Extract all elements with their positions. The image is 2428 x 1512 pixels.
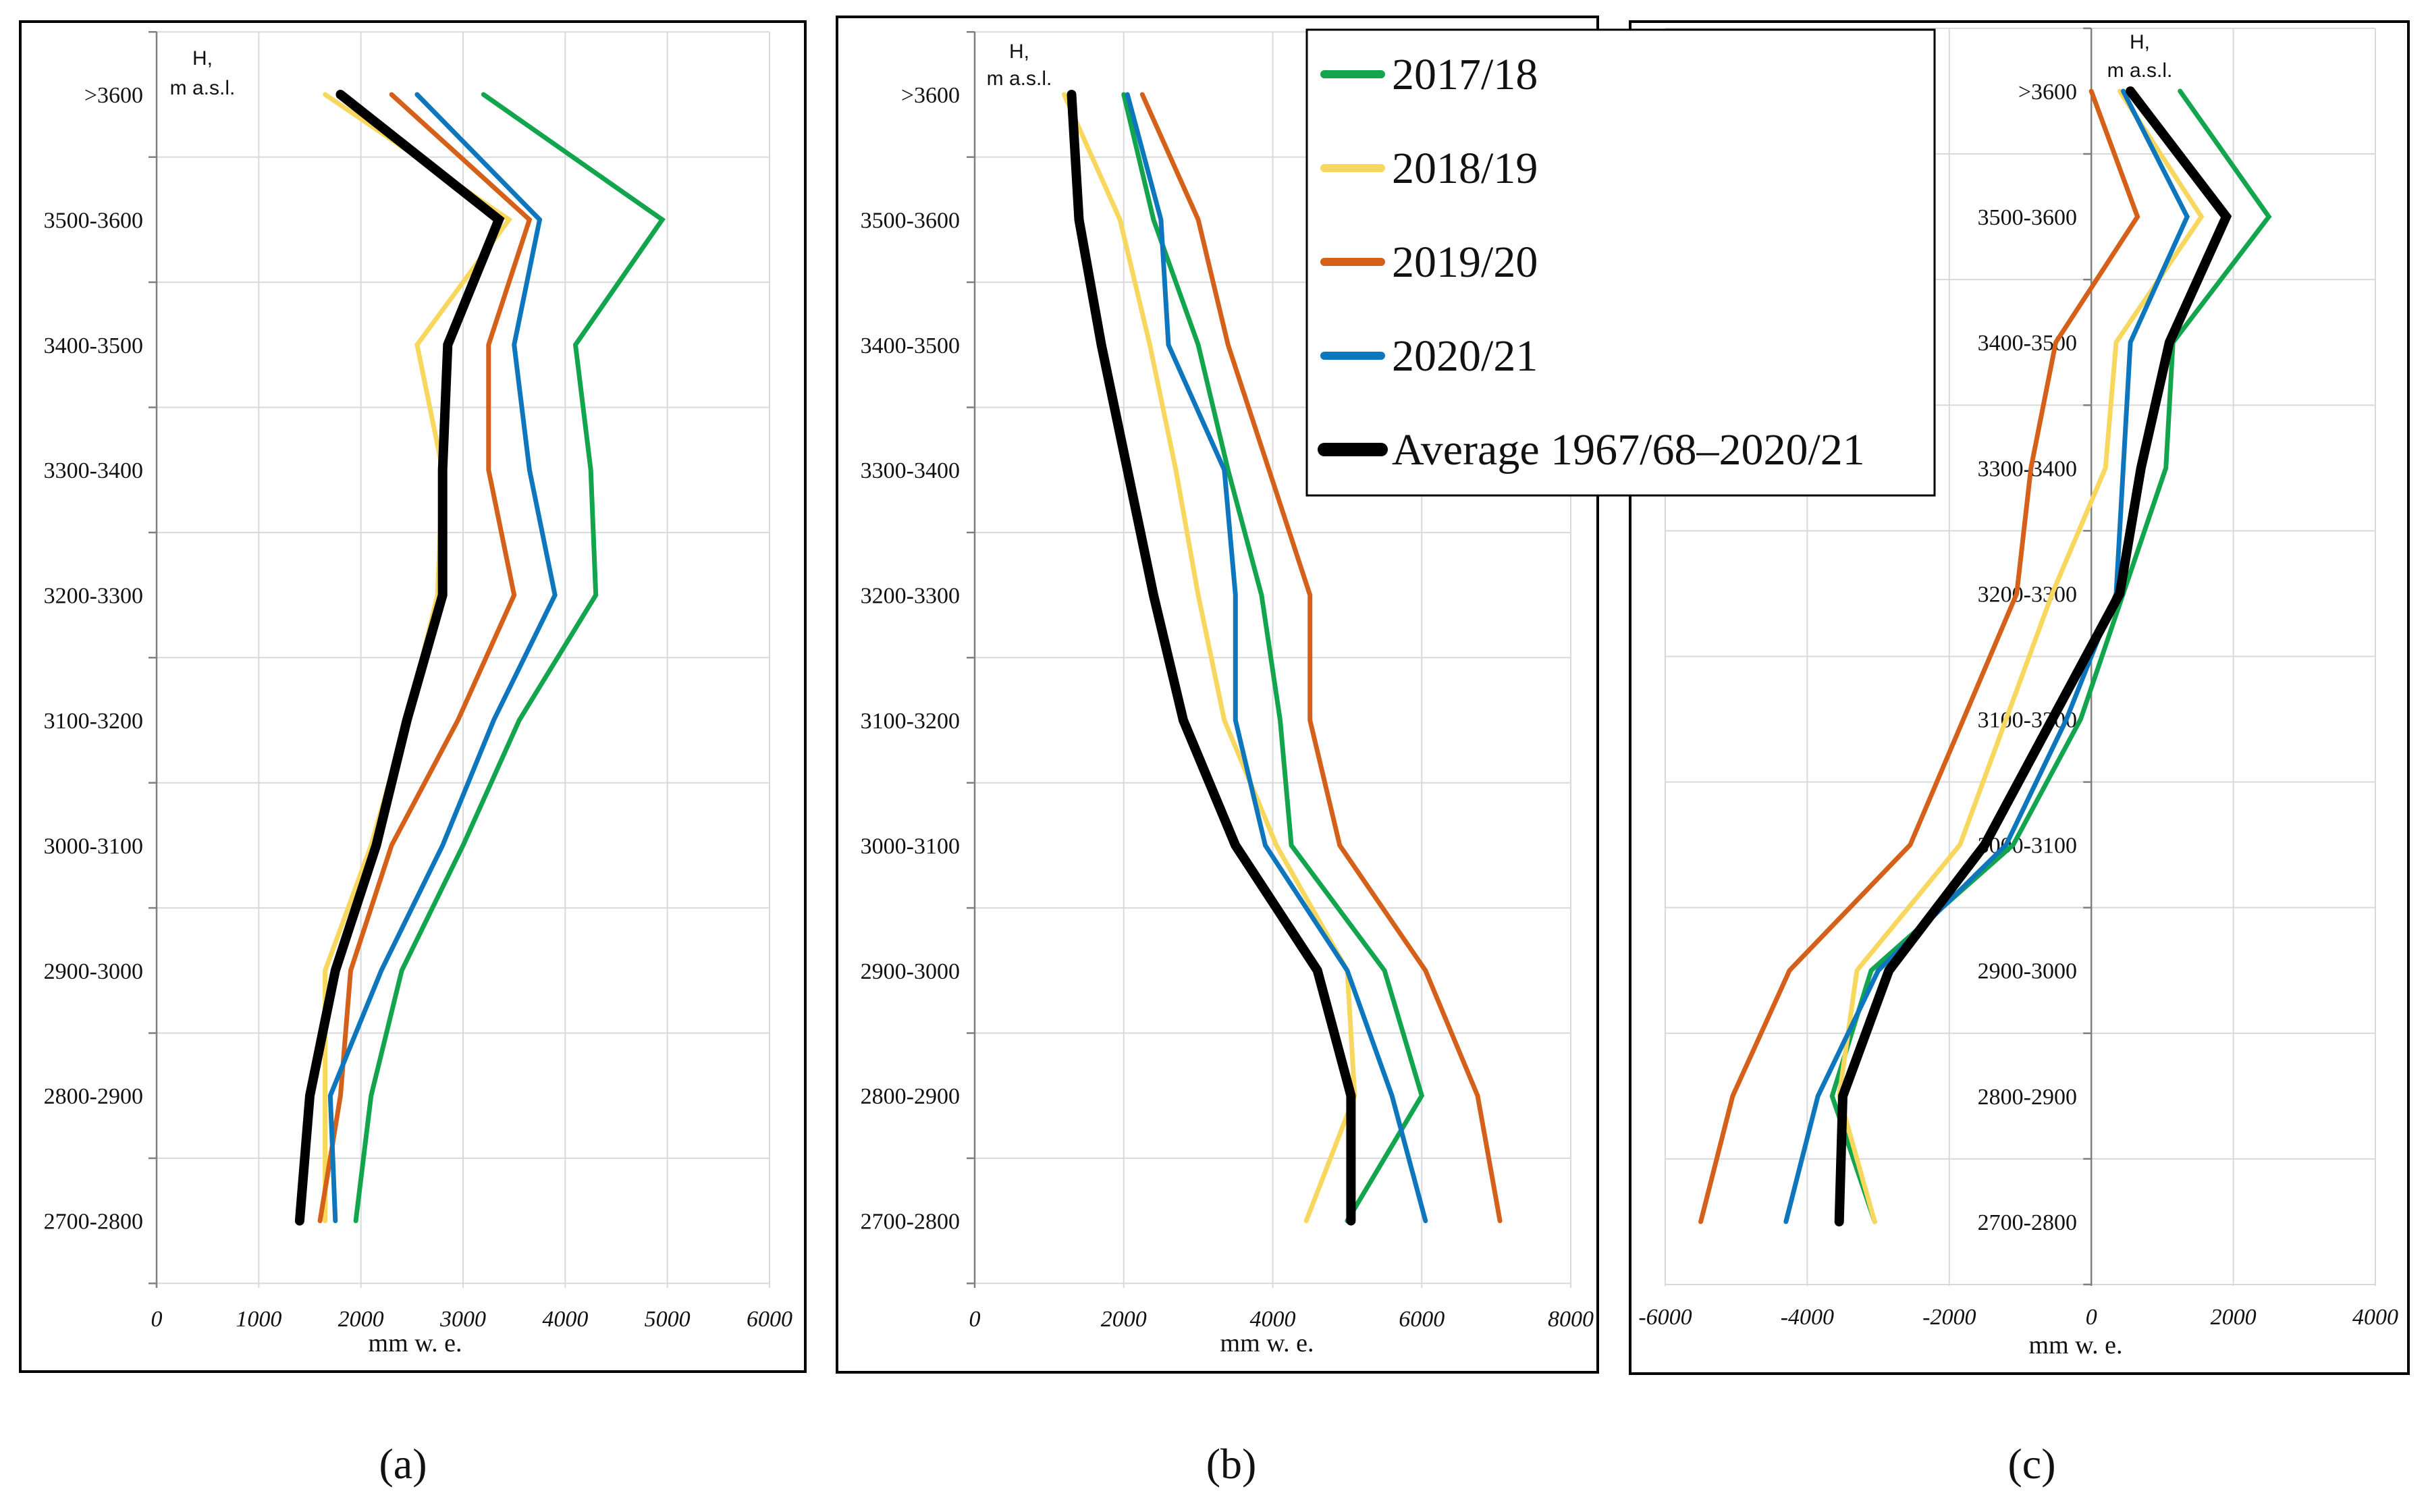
y-axis-title-line: H, [192, 47, 213, 70]
category-label: 3000-3100 [44, 834, 143, 859]
category-label: 2900-3000 [1978, 959, 2077, 984]
x-tick-label: 4000 [542, 1307, 588, 1332]
category-label: 3300-3400 [861, 458, 960, 483]
category-label: 3300-3400 [44, 458, 143, 483]
category-label: 2700-2800 [861, 1210, 960, 1235]
category-label: 2900-3000 [44, 959, 143, 984]
x-tick-label: 2000 [338, 1307, 384, 1332]
category-label: 3100-3200 [44, 709, 143, 734]
x-tick-label: 0 [2086, 1305, 2097, 1330]
y-axis-title: H, m a.s.l. [2107, 31, 2173, 82]
legend-label: 2018/19 [1392, 144, 1538, 193]
x-tick-label: 4000 [2352, 1305, 2398, 1330]
series-line-2020-21 [327, 92, 558, 1224]
category-label: 2800-2900 [861, 1084, 960, 1109]
series-line-2017-18 [1121, 92, 1425, 1224]
chart-panel-c: >36003500-36003400-35003300-34003200-330… [1629, 20, 2410, 1375]
legend-label: 2020/21 [1392, 331, 1538, 381]
chart-panel-b: >3600 3500-3600 3400-3500 3300-3400 3200-330… [836, 16, 1599, 1374]
category-label: 2800-2900 [44, 1084, 143, 1109]
category-label: 3200-3300 [1978, 582, 2077, 607]
panel-frame [19, 20, 807, 1373]
category-label: 3500-3600 [861, 208, 960, 233]
series-line-2019-20 [1139, 92, 1503, 1224]
panel-frame [836, 16, 1599, 1374]
category-label: 3200-3300 [44, 584, 143, 609]
series-line-2019-20 [317, 92, 533, 1224]
legend: 2017/18 2018/19 2019/20 2020/21 Average 1967… [1305, 28, 1936, 497]
x-tick-label: 6000 [1399, 1307, 1445, 1332]
x-tick-label: 2000 [1101, 1307, 1147, 1332]
panel-label: (c) [2007, 1440, 2055, 1488]
category-label: >3600 [2018, 80, 2077, 105]
category-label: 2800-2900 [1978, 1085, 2077, 1110]
category-label: 2900-3000 [861, 959, 960, 984]
x-axis-title: mm w. e. [369, 1329, 462, 1357]
category-label: 3200-3300 [861, 584, 960, 609]
category-label: 3300-3400 [1978, 456, 2077, 481]
panel-label: (b) [1206, 1440, 1257, 1488]
series-line-2018-19 [1062, 92, 1357, 1224]
y-axis-title-line: m a.s.l. [2107, 59, 2173, 82]
series-line-2019-20 [1698, 88, 2140, 1224]
y-axis-title-line: H, [2130, 31, 2150, 53]
category-label: 3500-3600 [1978, 205, 2077, 230]
series-line-2017-18 [353, 92, 666, 1224]
y-axis-title-line: m a.s.l. [170, 77, 236, 99]
panel-label: (a) [379, 1440, 427, 1488]
legend-box [1305, 28, 1936, 497]
y-axis-title: H, m a.s.l. [170, 47, 236, 99]
chart-panel-a: >3600 3500-3600 3400-3500 3300-3400 3200-330… [19, 20, 807, 1373]
y-axis-title: H, m a.s.l. [987, 40, 1052, 90]
series-line-average-1967-68-2020-21 [1067, 90, 1356, 1226]
panel-frame [1629, 20, 2410, 1375]
legend-label: 2019/20 [1392, 238, 1538, 287]
x-tick-label: -6000 [1638, 1305, 1692, 1330]
x-tick-label: 6000 [747, 1307, 792, 1332]
x-tick-label: 3000 [439, 1307, 486, 1332]
x-tick-label: -2000 [1922, 1305, 1976, 1330]
series-line-2017-18 [1829, 88, 2272, 1224]
x-tick-label: 4000 [1250, 1307, 1296, 1332]
category-label: >3600 [901, 83, 960, 108]
x-tick-label: 0 [969, 1307, 981, 1332]
legend-label: Average 1967/68–2020/21 [1392, 425, 1865, 475]
category-label: 3500-3600 [44, 208, 143, 233]
x-axis-title: mm w. e. [2029, 1331, 2123, 1359]
x-tick-label: -4000 [1781, 1305, 1834, 1330]
x-tick-label: 0 [151, 1307, 163, 1332]
x-tick-label: 1000 [236, 1307, 281, 1332]
category-label: 3400-3500 [44, 333, 143, 358]
category-label: 3000-3100 [861, 834, 960, 859]
series-line-average-1967-68-2020-21 [1834, 86, 2232, 1226]
series-line-2020-21 [1125, 92, 1428, 1224]
y-axis-title-line: m a.s.l. [987, 68, 1052, 90]
series-line-average-1967-68-2020-21 [294, 90, 505, 1226]
category-label: 2700-2800 [1978, 1210, 2077, 1235]
x-tick-label: 2000 [2211, 1305, 2257, 1330]
category-label: 2700-2800 [44, 1210, 143, 1235]
category-label: >3600 [84, 83, 143, 108]
category-label: 3100-3200 [861, 709, 960, 734]
x-tick-label: 8000 [1548, 1307, 1594, 1332]
category-label: 3400-3500 [861, 333, 960, 358]
legend-label: 2017/18 [1392, 50, 1538, 99]
x-axis-title: mm w. e. [1220, 1329, 1314, 1357]
y-axis-title-line: H, [1009, 40, 1029, 63]
x-tick-label: 5000 [645, 1307, 691, 1332]
